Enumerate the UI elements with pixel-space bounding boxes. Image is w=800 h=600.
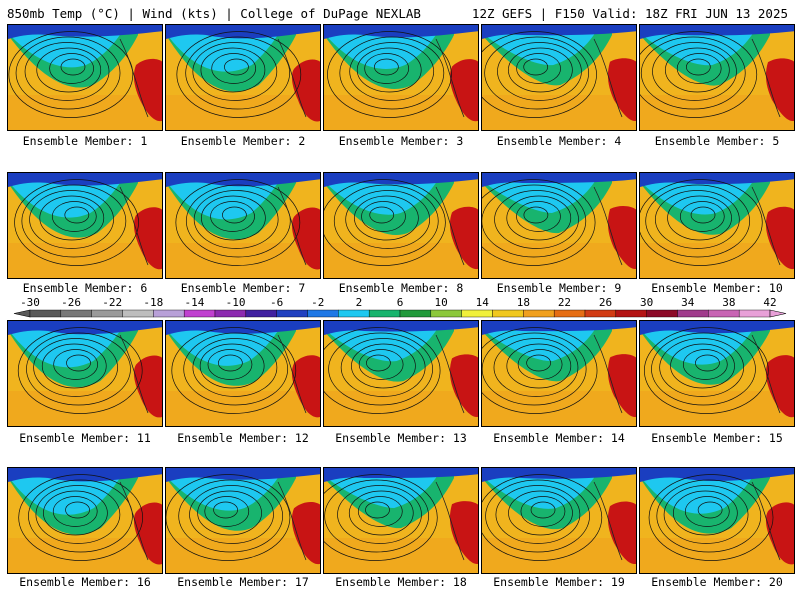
- ensemble-member-label: Ensemble Member: 14: [493, 431, 625, 445]
- ensemble-map-10: [639, 172, 795, 279]
- ensemble-map-9: [481, 172, 637, 279]
- colorbar-tick-label: -14: [184, 296, 205, 309]
- colorbar-swatch: [29, 309, 62, 318]
- ensemble-member-label: Ensemble Member: 3: [338, 134, 464, 148]
- ensemble-map-17: [165, 467, 321, 574]
- ensemble-member-label: Ensemble Member: 19: [493, 575, 625, 589]
- ensemble-map-11: [7, 320, 163, 427]
- ensemble-map-1: [7, 24, 163, 131]
- ensemble-member-label: Ensemble Member: 10: [651, 281, 783, 295]
- ensemble-map-16: [7, 467, 163, 574]
- colorbar-swatch: [338, 309, 370, 318]
- ensemble-member-label: Ensemble Member: 11: [19, 431, 151, 445]
- ensemble-member-label: Ensemble Member: 8: [338, 281, 464, 295]
- colorbar-swatch: [553, 309, 586, 318]
- colorbar-tick-label: -26: [61, 296, 82, 309]
- colorbar-tick-label: -10: [225, 296, 246, 309]
- colorbar-swatch: [245, 309, 277, 318]
- ensemble-map-19: [481, 467, 637, 574]
- ensemble-member-label: Ensemble Member: 12: [177, 431, 309, 445]
- ensemble-map-18: [323, 467, 479, 574]
- ensemble-map-14: [481, 320, 637, 427]
- ensemble-map-4: [481, 24, 637, 131]
- colorbar-swatch: [214, 309, 247, 318]
- ensemble-member-label: Ensemble Member: 15: [651, 431, 783, 445]
- ensemble-map-12: [165, 320, 321, 427]
- colorbar-swatch: [708, 309, 740, 318]
- colorbar-swatch: [122, 309, 154, 318]
- ensemble-member-label: Ensemble Member: 4: [496, 134, 622, 148]
- colorbar-swatch: [91, 309, 123, 318]
- header-title-left: 850mb Temp (°C) | Wind (kts) | College o…: [7, 6, 421, 21]
- colorbar-swatch: [584, 309, 617, 318]
- colorbar-tick-label: 2: [355, 296, 363, 309]
- colorbar-tick-label: 6: [396, 296, 404, 309]
- ensemble-map-6: [7, 172, 163, 279]
- colorbar-swatch: [523, 309, 555, 318]
- ensemble-map-8: [323, 172, 479, 279]
- colorbar-tick-label: 34: [681, 296, 695, 309]
- ensemble-map-20: [639, 467, 795, 574]
- ensemble-map-5: [639, 24, 795, 131]
- colorbar-arrow-left: [13, 309, 31, 318]
- colorbar-tick-label: 38: [722, 296, 736, 309]
- colorbar-arrow-right: [769, 309, 787, 318]
- colorbar-swatch: [492, 309, 524, 318]
- colorbar-tick-label: 26: [598, 296, 613, 309]
- colorbar-swatch: [461, 309, 493, 318]
- ensemble-member-label: Ensemble Member: 13: [335, 431, 467, 445]
- ensemble-member-label: Ensemble Member: 17: [177, 575, 309, 589]
- colorbar-tick-label: -30: [20, 296, 40, 309]
- ensemble-member-label: Ensemble Member: 16: [19, 575, 151, 589]
- colorbar-tick-label: 14: [475, 296, 489, 309]
- colorbar-tick-label: 42: [763, 296, 777, 309]
- colorbar-swatch: [307, 309, 339, 318]
- ensemble-map-3: [323, 24, 479, 131]
- colorbar-swatch: [399, 309, 432, 318]
- colorbar-tick-label: 10: [434, 296, 448, 309]
- colorbar-swatch: [183, 309, 216, 318]
- colorbar-tick-label: 18: [516, 296, 530, 309]
- colorbar-swatch: [615, 309, 647, 318]
- ensemble-map-7: [165, 172, 321, 279]
- colorbar-tick-label: 22: [557, 296, 572, 309]
- colorbar-swatch: [646, 309, 678, 318]
- ensemble-member-label: Ensemble Member: 2: [180, 134, 306, 148]
- ensemble-member-label: Ensemble Member: 9: [496, 281, 622, 295]
- colorbar-tick-label: -2: [311, 296, 325, 309]
- temperature-colorbar: [13, 309, 787, 318]
- colorbar-tick-label: -6: [270, 296, 284, 309]
- ensemble-member-label: Ensemble Member: 6: [22, 281, 148, 295]
- ensemble-member-label: Ensemble Member: 20: [651, 575, 783, 589]
- colorbar-tick-label: 30: [640, 296, 654, 309]
- ensemble-member-label: Ensemble Member: 5: [654, 134, 780, 148]
- ensemble-map-13: [323, 320, 479, 427]
- header-title-right: 12Z GEFS | F150 Valid: 18Z FRI JUN 13 20…: [471, 6, 788, 21]
- colorbar-swatch: [153, 309, 185, 318]
- ensemble-map-15: [639, 320, 795, 427]
- colorbar-swatch: [60, 309, 92, 318]
- ensemble-map-2: [165, 24, 321, 131]
- colorbar-swatch: [430, 309, 462, 318]
- colorbar-swatch: [368, 309, 401, 318]
- colorbar-swatch: [738, 309, 771, 318]
- ensemble-member-label: Ensemble Member: 1: [22, 134, 148, 148]
- colorbar-tick-label: -18: [143, 296, 164, 309]
- ensemble-member-label: Ensemble Member: 7: [180, 281, 306, 295]
- colorbar-swatch: [677, 309, 709, 318]
- colorbar-tick-label: -22: [102, 296, 123, 309]
- colorbar-swatch: [276, 309, 308, 318]
- ensemble-member-label: Ensemble Member: 18: [335, 575, 467, 589]
